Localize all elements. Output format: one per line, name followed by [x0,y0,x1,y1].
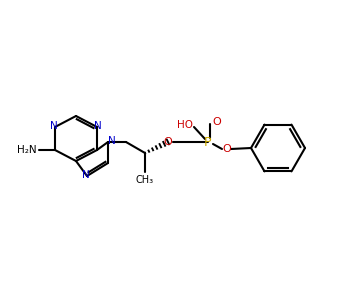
Text: H₂N: H₂N [17,145,37,155]
Text: N: N [50,121,58,131]
Text: CH₃: CH₃ [136,175,154,185]
Text: O: O [223,144,231,154]
Text: O: O [213,117,221,127]
Text: N: N [94,121,102,131]
Text: O: O [164,137,172,147]
Text: N: N [108,136,116,146]
Text: N: N [82,170,90,180]
Text: HO: HO [177,120,193,130]
Text: P: P [204,136,212,148]
